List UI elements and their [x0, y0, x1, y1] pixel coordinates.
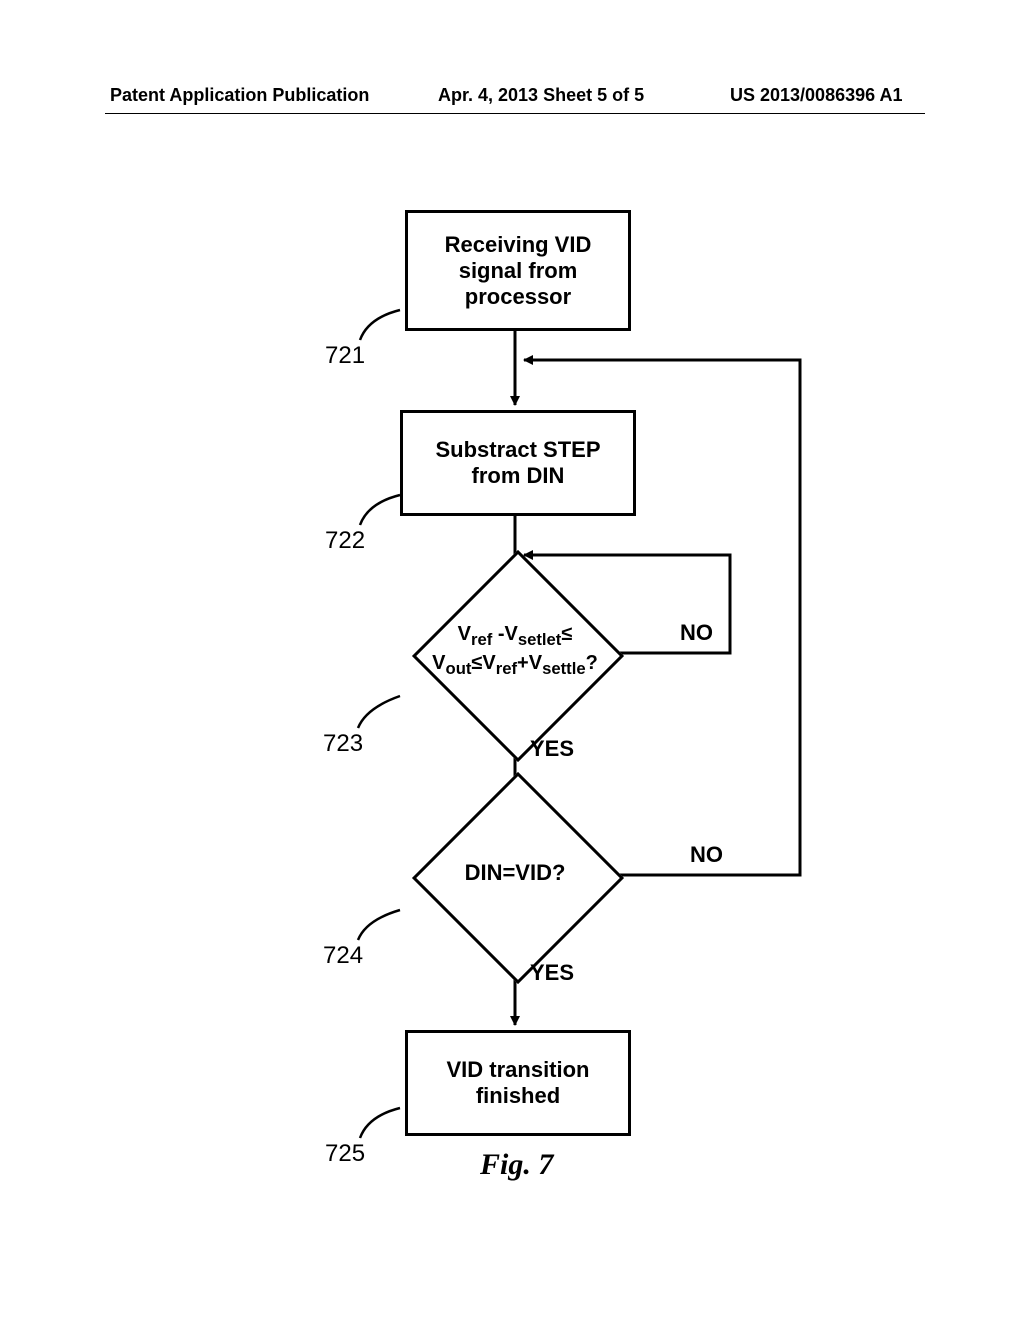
- ref-725: 725: [325, 1140, 365, 1168]
- ref-722: 722: [325, 527, 365, 555]
- node-722-line1: Substract STEP: [435, 437, 600, 463]
- node-721-line2: signal from: [459, 258, 578, 284]
- node-722-line2: from DIN: [472, 463, 565, 489]
- node-725-line2: finished: [476, 1083, 560, 1109]
- ref-721: 721: [325, 342, 365, 370]
- label-723-no: NO: [680, 620, 713, 646]
- header-left: Patent Application Publication: [110, 85, 369, 106]
- label-724-yes: YES: [530, 960, 574, 986]
- header-center: Apr. 4, 2013 Sheet 5 of 5: [438, 85, 644, 106]
- node-721: Receiving VID signal from processor: [405, 210, 631, 331]
- label-723-yes: YES: [530, 736, 574, 762]
- label-724-no: NO: [690, 842, 723, 868]
- ref-724: 724: [323, 942, 363, 970]
- node-724-label: DIN=VID?: [420, 860, 610, 886]
- node-723-line2: Vout≤Vref+Vsettle?: [432, 651, 598, 680]
- node-721-line3: processor: [465, 284, 571, 310]
- node-723-line1: Vref -Vsetlet≤: [458, 622, 573, 651]
- ref-723: 723: [323, 730, 363, 758]
- figure-caption: Fig. 7: [480, 1148, 553, 1182]
- header-right: US 2013/0086396 A1: [730, 85, 902, 106]
- node-725-line1: VID transition: [446, 1057, 589, 1083]
- header-rule: [105, 113, 925, 114]
- page: Patent Application Publication Apr. 4, 2…: [0, 0, 1024, 1320]
- node-722: Substract STEP from DIN: [400, 410, 636, 516]
- node-721-line1: Receiving VID: [445, 232, 592, 258]
- node-725: VID transition finished: [405, 1030, 631, 1136]
- node-723-label: Vref -Vsetlet≤ Vout≤Vref+Vsettle?: [408, 622, 622, 680]
